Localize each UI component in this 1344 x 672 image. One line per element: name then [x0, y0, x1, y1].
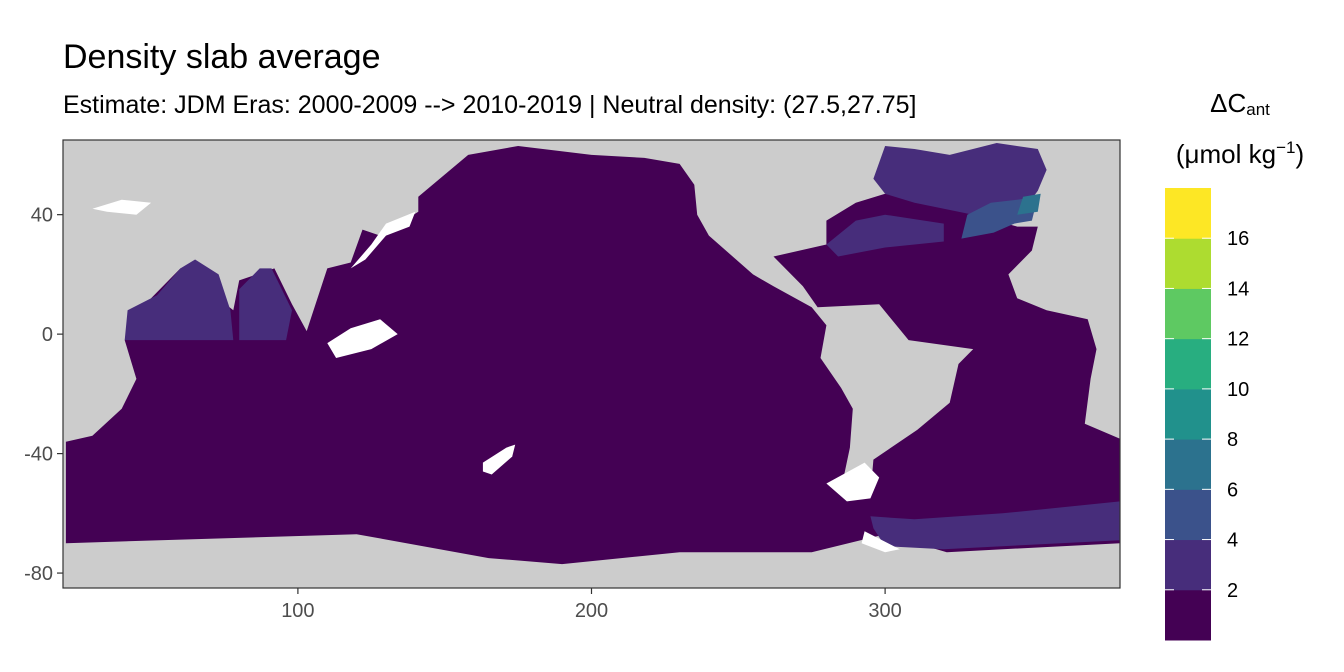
- legend-color-bin: [1165, 288, 1211, 340]
- no-data-new-zealand: [482, 444, 516, 475]
- legend-label: 14: [1227, 278, 1249, 300]
- chart-subtitle: Estimate: JDM Eras: 2000-2009 --> 2010-2…: [63, 91, 917, 119]
- legend-label: 10: [1227, 379, 1249, 401]
- weddell-sea-region: [870, 501, 1120, 550]
- no-data-indonesian-seas: [327, 319, 398, 358]
- legend-label: 6: [1227, 479, 1238, 501]
- y-tick-label: 0: [42, 324, 53, 346]
- legend-color-bin: [1165, 388, 1211, 440]
- northeast-atlantic-region: [961, 196, 1038, 239]
- x-tick-label: 300: [868, 600, 901, 622]
- legend-label: 12: [1227, 329, 1249, 351]
- no-data-black-caspian: [92, 199, 152, 215]
- y-tick-label: -40: [24, 444, 53, 466]
- arabian-sea-region: [124, 259, 234, 341]
- bay-of-bengal-region: [239, 268, 292, 341]
- legend-title-subscript: ant: [1246, 100, 1270, 119]
- legend-color-bin: [1165, 238, 1211, 289]
- legend-title: ΔCant: [1160, 90, 1320, 118]
- no-data-antarctic-peninsula: [861, 531, 900, 553]
- legend-label: 2: [1227, 580, 1238, 602]
- no-data-patagonia-shelf: [826, 462, 880, 502]
- legend-unit-text: (μmol kg: [1175, 139, 1277, 169]
- legend-unit-exponent: −1: [1276, 138, 1296, 157]
- legend-color-bin: [1165, 188, 1211, 239]
- iberian-margin-region: [1017, 193, 1041, 215]
- legend-color-bin: [1165, 539, 1211, 591]
- legend-unit: (μmol kg−1): [1160, 139, 1320, 167]
- legend-label: 16: [1227, 228, 1249, 250]
- color-legend: 2 4 6 8 10 12 14 16: [1165, 188, 1249, 641]
- legend-label: 4: [1227, 530, 1238, 552]
- y-tick-label: 40: [31, 205, 53, 227]
- no-data-east-china-sea: [350, 211, 416, 269]
- legend-color-bin: [1165, 589, 1211, 641]
- legend-color-bin: [1165, 489, 1211, 541]
- western-north-atlantic-region: [826, 214, 944, 257]
- x-tick-label: 200: [575, 600, 608, 622]
- subpolar-north-atlantic-region: [873, 143, 1047, 215]
- legend-unit-close: ): [1295, 139, 1305, 169]
- legend-color-bin: [1165, 439, 1211, 490]
- legend-label: 8: [1227, 429, 1238, 451]
- plot-panel: [63, 140, 1120, 588]
- y-tick-label: -80: [24, 563, 53, 585]
- x-tick-label: 100: [281, 600, 314, 622]
- chart-title: Density slab average: [63, 38, 381, 76]
- legend-title-symbol: ΔC: [1210, 88, 1247, 118]
- legend-color-bin: [1165, 338, 1211, 390]
